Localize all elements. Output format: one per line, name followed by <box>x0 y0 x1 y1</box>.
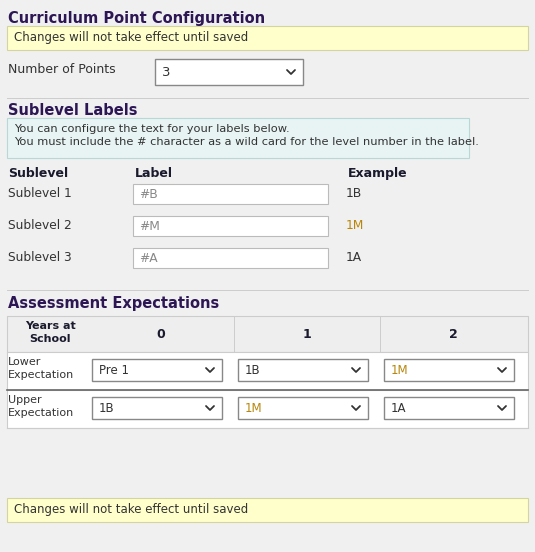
Text: Sublevel 1: Sublevel 1 <box>8 187 72 200</box>
Text: 0: 0 <box>157 327 165 341</box>
Text: 1A: 1A <box>346 251 362 264</box>
Bar <box>133 184 328 204</box>
Text: Changes will not take effect until saved: Changes will not take effect until saved <box>14 503 248 517</box>
Text: #M: #M <box>139 220 160 232</box>
Text: Curriculum Point Configuration: Curriculum Point Configuration <box>8 11 265 26</box>
Text: 1A: 1A <box>391 401 407 415</box>
Text: #B: #B <box>139 188 158 200</box>
Bar <box>133 216 328 236</box>
Text: 1M: 1M <box>346 219 364 232</box>
Text: Label: Label <box>135 167 173 180</box>
Text: #A: #A <box>139 252 158 264</box>
Bar <box>7 390 528 428</box>
Text: 1M: 1M <box>391 364 409 376</box>
Text: Number of Points: Number of Points <box>8 63 116 76</box>
Bar <box>133 248 328 268</box>
Text: Example: Example <box>348 167 408 180</box>
Bar <box>92 359 222 381</box>
Bar <box>7 498 528 522</box>
Text: 1B: 1B <box>99 401 114 415</box>
Text: Sublevel: Sublevel <box>8 167 68 180</box>
Text: Lower
Expectation: Lower Expectation <box>8 357 74 380</box>
Text: 1B: 1B <box>346 187 362 200</box>
Text: Sublevel 3: Sublevel 3 <box>8 251 72 264</box>
Text: Upper
Expectation: Upper Expectation <box>8 395 74 418</box>
Text: Sublevel Labels: Sublevel Labels <box>8 103 137 118</box>
Bar <box>384 397 514 419</box>
Bar <box>155 59 303 85</box>
Bar <box>238 359 368 381</box>
Text: Sublevel 2: Sublevel 2 <box>8 219 72 232</box>
Bar <box>238 397 368 419</box>
Text: Changes will not take effect until saved: Changes will not take effect until saved <box>14 31 248 45</box>
Bar <box>7 26 528 50</box>
Text: 2: 2 <box>449 327 457 341</box>
Bar <box>7 118 469 158</box>
Text: Pre 1: Pre 1 <box>99 364 129 376</box>
Text: Years at
School: Years at School <box>25 321 75 344</box>
Text: 1: 1 <box>303 327 311 341</box>
Text: You can configure the text for your labels below.: You can configure the text for your labe… <box>14 124 289 134</box>
Bar <box>384 359 514 381</box>
Text: 3: 3 <box>162 66 171 78</box>
Text: You must include the # character as a wild card for the level number in the labe: You must include the # character as a wi… <box>14 137 479 147</box>
Text: 1M: 1M <box>245 401 263 415</box>
Bar <box>92 397 222 419</box>
Bar <box>7 352 528 390</box>
Text: 1B: 1B <box>245 364 261 376</box>
Text: Assessment Expectations: Assessment Expectations <box>8 296 219 311</box>
Bar <box>7 316 528 352</box>
